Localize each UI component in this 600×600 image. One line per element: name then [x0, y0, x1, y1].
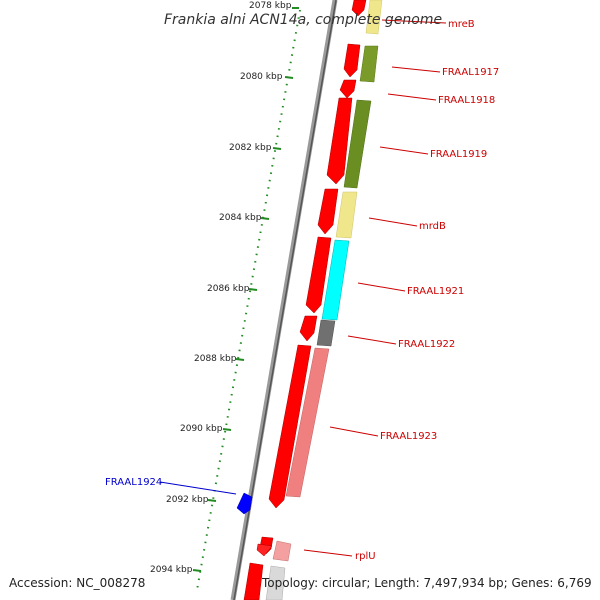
gene-segment: [321, 239, 350, 321]
tick-label: 2082 kbp: [229, 143, 272, 153]
gene-arrow: [326, 97, 353, 185]
gene-segment: [335, 191, 358, 239]
scale-ring-dots: [196, 9, 301, 591]
tick-mark: [235, 358, 245, 361]
gene-arrow: [243, 562, 264, 600]
gene-segment: [365, 0, 383, 35]
gene-label: FRAAL1921: [407, 286, 464, 297]
gene-label: mreB: [448, 19, 475, 30]
tick-label: 2094 kbp: [150, 565, 193, 575]
gene-arrow: [299, 315, 318, 342]
tick-mark: [222, 428, 232, 431]
tick-label: 2080 kbp: [240, 72, 283, 82]
gene-arrow: [268, 344, 312, 509]
gene-segment: [272, 540, 292, 562]
scale-ticks: [192, 7, 299, 572]
category-segments: [265, 0, 383, 600]
gene-segment: [359, 45, 379, 83]
gene-labels: mreB FRAAL1917 FRAAL1918 FRAAL1919 mrdB …: [105, 19, 499, 562]
gene-label: FRAAL1918: [438, 95, 495, 106]
gene-label: FRAAL1924: [105, 477, 162, 488]
gene-segment: [285, 347, 330, 498]
accession-text: Accession: NC_008278: [9, 576, 145, 590]
tick-mark: [192, 569, 202, 572]
topology-text: Topology: circular; Length: 7,497,934 bp…: [261, 576, 592, 590]
gene-arrow: [305, 236, 332, 314]
label-leaders: [303, 19, 447, 557]
gene-label: FRAAL1923: [380, 431, 437, 442]
tick-mark: [207, 499, 217, 502]
gene-label: mrdB: [419, 221, 446, 232]
tick-mark: [260, 217, 270, 220]
gene-segment: [316, 319, 336, 347]
tick-mark: [272, 147, 282, 150]
forward-strand-genes: [243, 0, 367, 600]
tick-label: 2084 kbp: [219, 213, 262, 223]
label-leader-blue: [159, 481, 237, 495]
tick-label: 2086 kbp: [207, 284, 250, 294]
scale-tick-labels: 2078 kbp 2080 kbp 2082 kbp 2084 kbp 2086…: [150, 1, 292, 575]
tick-label: 2090 kbp: [180, 424, 223, 434]
gene-segment: [265, 565, 286, 600]
gene-label: FRAAL1917: [442, 67, 499, 78]
tick-label: 2092 kbp: [166, 495, 209, 505]
gene-arrow: [339, 79, 357, 99]
gene-arrow: [256, 543, 273, 557]
gene-arrow: [343, 43, 361, 78]
gene-arrow: [351, 0, 367, 17]
gene-arrow-blue: [236, 492, 253, 515]
tick-mark: [284, 76, 294, 79]
gene-segment: [343, 99, 372, 189]
tick-label: 2088 kbp: [194, 354, 237, 364]
gene-label: FRAAL1922: [398, 339, 455, 350]
map-title: Frankia alni ACN14a, complete genome: [164, 12, 442, 28]
gene-label: rplU: [355, 551, 376, 562]
tick-mark: [248, 288, 258, 291]
tick-label: 2078 kbp: [249, 1, 292, 11]
gene-label: FRAAL1919: [430, 149, 487, 160]
gene-arrow: [317, 188, 339, 235]
